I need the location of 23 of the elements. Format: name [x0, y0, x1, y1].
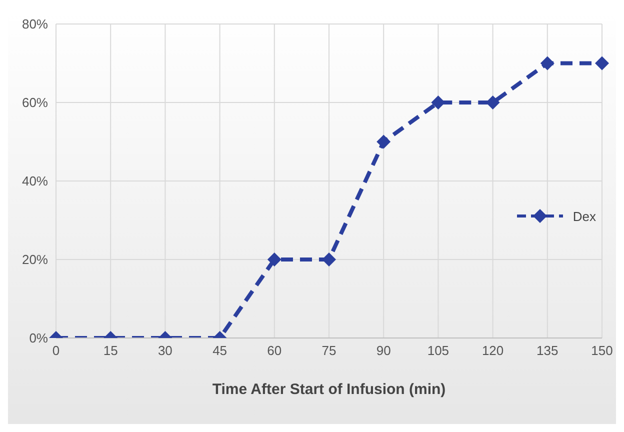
legend-label: Dex	[572, 208, 596, 224]
y-tick-label: 60%	[22, 95, 48, 110]
point	[431, 96, 446, 110]
y-tick-label: 80%	[22, 16, 48, 32]
y-tick-label: 0%	[29, 330, 48, 346]
point	[486, 96, 500, 110]
x-tick-label: 15	[103, 343, 118, 358]
x-tick-label: 0	[52, 343, 60, 358]
x-tick-label: 135	[536, 343, 558, 358]
x-tick-label: 30	[158, 343, 172, 358]
y-tick-label: 20%	[22, 252, 48, 268]
point	[595, 56, 609, 70]
x-tick-label: 45	[212, 343, 228, 358]
x-tick-label: 60	[267, 343, 282, 358]
x-tick-label: 120	[482, 343, 504, 358]
x-tick-label: 105	[427, 343, 450, 358]
x-tick-label: 90	[376, 343, 391, 358]
x-axis-title: Time After Start of Infusion (min)	[212, 381, 446, 398]
x-tick-label: 75	[322, 343, 336, 358]
y-tick-label: 40%	[22, 174, 48, 189]
x-tick-label: 150	[591, 343, 613, 358]
point	[376, 134, 391, 149]
point	[540, 56, 554, 70]
